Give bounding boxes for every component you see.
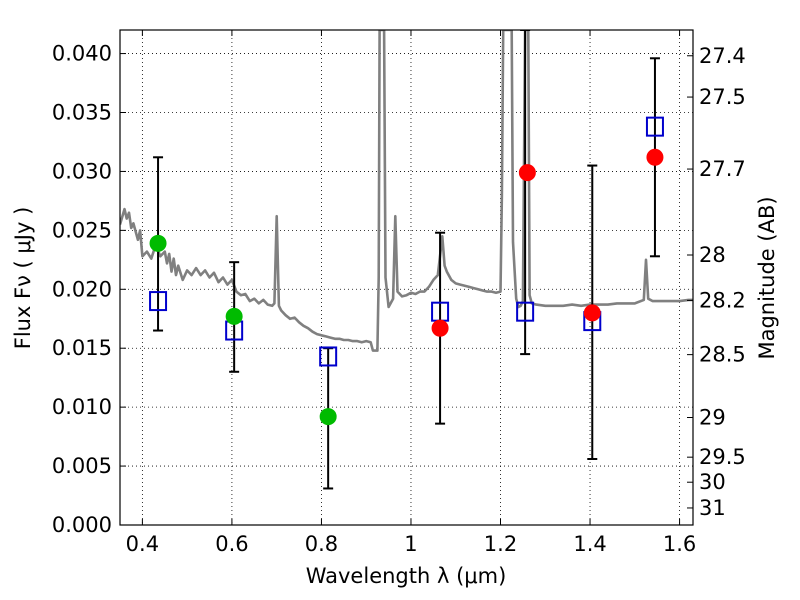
y2-axis-label: Magnitude (AB) <box>755 196 779 359</box>
y-tick-label: 0.005 <box>52 454 112 478</box>
x-tick-label: 1.2 <box>484 532 517 556</box>
y-tick-label: 0.020 <box>52 277 112 301</box>
y2-tick-label: 28 <box>699 243 726 267</box>
grid-lines <box>120 30 693 526</box>
filled-circle-marker <box>518 164 536 182</box>
y2-tick-label: 27.4 <box>699 44 746 68</box>
y2-tick-label: 27.7 <box>699 157 746 181</box>
y-tick-label: 0.035 <box>52 101 112 125</box>
axes: 0.4 0.6 0.8 1 1.2 1.4 1.6 0.000 0.005 0.010 0.015 0… <box>52 30 746 556</box>
y-tick-label: 0.015 <box>52 336 112 360</box>
x-tick-label: 0.6 <box>215 532 248 556</box>
y-tick-label: 0.030 <box>52 159 112 183</box>
y-axis-label: Flux Fν ( μJy ) <box>11 207 35 350</box>
x-tick-label: 1.6 <box>663 532 696 556</box>
filled-circle-marker <box>431 319 449 337</box>
x-tick-label: 0.8 <box>305 532 338 556</box>
y-tick-label: 0.010 <box>52 395 112 419</box>
y2-tick-label: 29.5 <box>699 445 746 469</box>
y-tick-label: 0.040 <box>52 42 112 66</box>
plot-frame <box>119 29 694 526</box>
x-axis-label: Wavelength λ (μm) <box>306 564 507 588</box>
y2-tick-label: 30 <box>699 470 726 494</box>
x-tick-label: 1 <box>404 532 417 556</box>
y-tick-label: 0.025 <box>52 218 112 242</box>
y-tick-label: 0.000 <box>52 513 112 537</box>
open-square-marker <box>319 346 338 367</box>
open-square-marker <box>645 116 664 137</box>
open-square-marker <box>149 291 168 312</box>
plot-area <box>120 30 693 490</box>
filled-circle-marker <box>646 148 664 166</box>
x-tick-label: 1.4 <box>573 532 606 556</box>
model-spectrum-line <box>120 30 693 352</box>
filled-circle-marker <box>225 307 243 325</box>
y2-tick-label: 31 <box>699 496 726 520</box>
filled-circle-marker <box>319 408 337 426</box>
open-square-marker <box>516 301 535 322</box>
filled-circle-marker <box>583 304 601 322</box>
filled-circle-marker <box>149 234 167 252</box>
y2-tick-label: 28.5 <box>699 343 746 367</box>
x-tick-label: 0.4 <box>126 532 159 556</box>
y2-tick-label: 29 <box>699 406 726 430</box>
y2-tick-label: 27.5 <box>699 85 746 109</box>
y2-tick-label: 28.2 <box>699 288 746 312</box>
